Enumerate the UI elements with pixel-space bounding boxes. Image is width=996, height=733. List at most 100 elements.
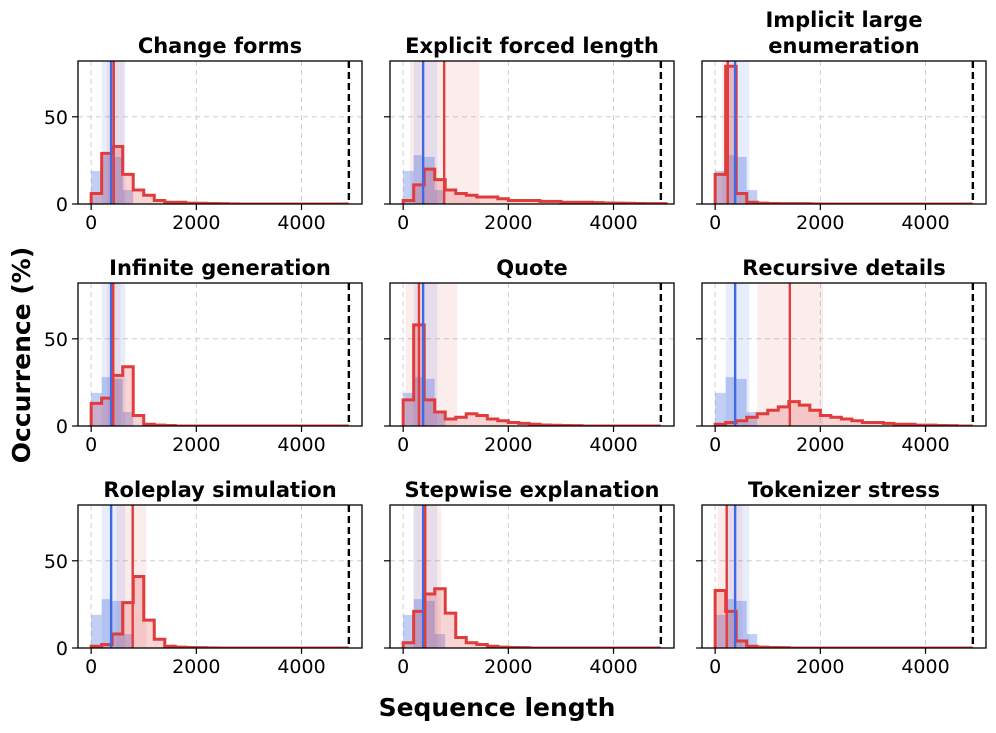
x-tick-label: 0 bbox=[85, 212, 97, 234]
panel-7: 0 2000 4000 0 50 Roleplay simulation bbox=[44, 478, 363, 678]
baseline-bar bbox=[424, 378, 435, 426]
attack-bar bbox=[487, 197, 498, 204]
panel-title: Quote bbox=[496, 256, 568, 280]
attack-bar bbox=[101, 398, 113, 426]
x-tick-label: 2000 bbox=[172, 434, 220, 456]
x-axis-label: Sequence length bbox=[379, 693, 616, 722]
x-tick-label: 0 bbox=[709, 212, 721, 234]
axes-frame bbox=[701, 60, 987, 205]
baseline-bar bbox=[434, 634, 446, 648]
attack-bar bbox=[101, 644, 113, 648]
x-tick-label: 0 bbox=[397, 434, 409, 456]
attack-bar bbox=[413, 611, 425, 648]
x-tick-label: 0 bbox=[85, 434, 97, 456]
attack-bar bbox=[424, 399, 435, 426]
attack-bar bbox=[725, 611, 737, 648]
attack-bar bbox=[476, 197, 488, 204]
baseline-bar bbox=[424, 600, 435, 648]
x-tick-label: 0 bbox=[397, 212, 409, 234]
attack-bar bbox=[788, 401, 800, 426]
y-tick-label: 0 bbox=[56, 416, 68, 438]
baseline-bar bbox=[91, 392, 102, 426]
attack-bar bbox=[434, 179, 446, 204]
panels: 0 2000 4000 0 50 Change forms 0 2000 4000 Explici… bbox=[44, 8, 987, 678]
plot-area bbox=[78, 61, 362, 204]
baseline-bar bbox=[725, 155, 737, 204]
attack-bar bbox=[112, 634, 123, 648]
attack-bar bbox=[778, 406, 789, 426]
baseline-bar bbox=[403, 170, 414, 204]
baseline-bar bbox=[91, 170, 102, 204]
baseline-bar bbox=[122, 190, 134, 204]
attack-bar bbox=[122, 174, 134, 204]
y-tick-label: 0 bbox=[56, 194, 68, 216]
x-tick-label: 4000 bbox=[589, 212, 637, 234]
attack-bar bbox=[466, 195, 477, 204]
attack-bar bbox=[445, 613, 456, 648]
baseline-bar bbox=[725, 599, 737, 648]
y-tick-label: 50 bbox=[44, 107, 68, 129]
panel-title: Infinite generation bbox=[109, 256, 331, 280]
x-tick-label: 4000 bbox=[589, 656, 637, 678]
attack-bar bbox=[518, 200, 530, 204]
panel-5: 0 2000 4000 Quote bbox=[384, 256, 675, 456]
attack-bar bbox=[403, 399, 414, 426]
axes-frame bbox=[77, 60, 363, 205]
x-tick-label: 4000 bbox=[277, 656, 325, 678]
attack-bar bbox=[434, 588, 446, 648]
attack-bar bbox=[455, 417, 467, 426]
baseline-bar bbox=[112, 600, 123, 648]
attack-bar bbox=[403, 200, 414, 204]
baseline-bar bbox=[424, 156, 435, 204]
attack-bar bbox=[862, 422, 873, 426]
x-tick-label: 2000 bbox=[172, 212, 220, 234]
attack-bar bbox=[122, 366, 134, 426]
x-tick-label: 0 bbox=[709, 656, 721, 678]
panel-title: Roleplay simulation bbox=[103, 478, 336, 502]
panel-title: Change forms bbox=[138, 34, 302, 58]
attack-bar bbox=[736, 193, 747, 204]
attack-bar bbox=[725, 422, 737, 426]
attack-bar bbox=[715, 590, 726, 648]
baseline-bar bbox=[736, 378, 747, 426]
y-axis-label: Occurrence (%) bbox=[7, 247, 36, 463]
plot-area bbox=[702, 61, 986, 204]
baseline-bar bbox=[715, 170, 726, 204]
baseline-bar bbox=[101, 599, 113, 648]
baseline-bar bbox=[403, 614, 414, 648]
attack-bar bbox=[112, 375, 123, 426]
baseline-bar bbox=[434, 412, 446, 426]
baseline-bar bbox=[434, 190, 446, 204]
attack-range-band bbox=[717, 505, 743, 648]
attack-bar bbox=[143, 195, 155, 204]
panel-title: Stepwise explanation bbox=[404, 478, 659, 502]
attack-bar bbox=[455, 193, 467, 204]
attack-bar bbox=[830, 417, 842, 426]
attack-bar bbox=[154, 639, 165, 648]
y-tick-label: 50 bbox=[44, 329, 68, 351]
attack-bar bbox=[424, 593, 435, 648]
x-tick-label: 2000 bbox=[484, 434, 532, 456]
attack-bar bbox=[133, 190, 144, 204]
attack-bar bbox=[508, 422, 519, 426]
attack-bar bbox=[529, 200, 540, 204]
x-tick-label: 0 bbox=[709, 434, 721, 456]
attack-bar bbox=[91, 403, 102, 426]
attack-bar bbox=[143, 620, 155, 648]
axes-frame bbox=[77, 282, 363, 427]
baseline-bar bbox=[101, 155, 113, 204]
y-tick-label: 0 bbox=[56, 638, 68, 660]
panel-title: Tokenizer stress bbox=[748, 478, 940, 502]
attack-bar bbox=[809, 410, 821, 426]
x-tick-label: 4000 bbox=[901, 656, 949, 678]
x-tick-label: 0 bbox=[397, 656, 409, 678]
baseline-bar bbox=[736, 600, 747, 648]
baseline-bar bbox=[413, 599, 425, 648]
attack-bar bbox=[445, 190, 456, 204]
plot-area bbox=[78, 505, 362, 648]
attack-bar bbox=[841, 419, 852, 426]
attack-bar bbox=[413, 184, 425, 204]
attack-bar bbox=[466, 413, 477, 426]
